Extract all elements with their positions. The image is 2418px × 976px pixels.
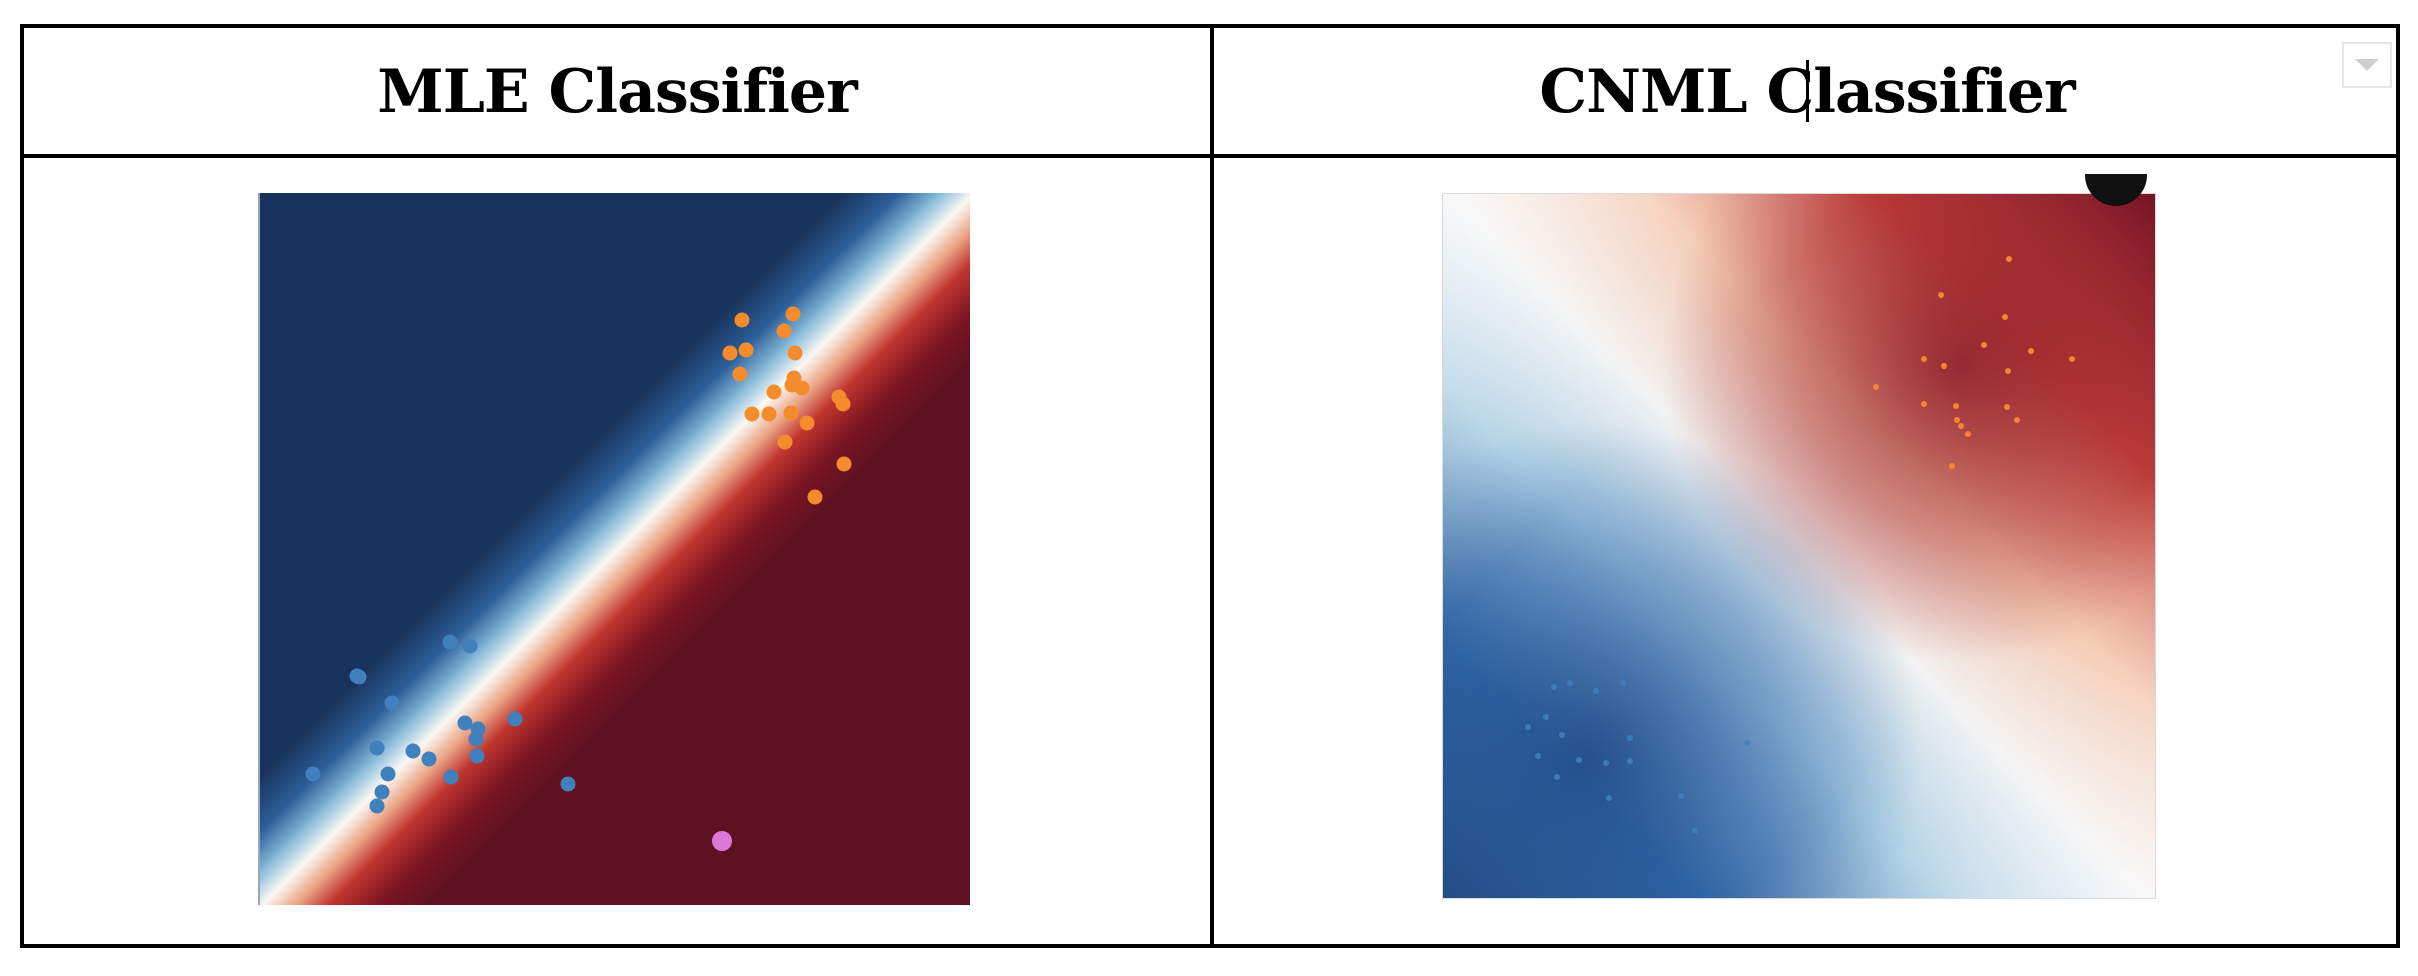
mle-class-0-point xyxy=(443,769,459,785)
cnml-class-1-point xyxy=(2028,348,2034,354)
cnml-class-0-point xyxy=(1543,714,1549,720)
mle-class-0-point xyxy=(305,766,321,782)
header-cell-mle[interactable]: MLE Classifier xyxy=(24,30,1210,154)
cnml-class-0-point xyxy=(1559,732,1565,738)
mle-class-1-point xyxy=(734,312,750,328)
mle-class-0-point xyxy=(369,798,385,814)
table-header-divider xyxy=(20,154,2400,158)
cnml-class-1-points xyxy=(1873,256,2075,469)
cnml-class-1-point xyxy=(1873,384,1879,390)
cnml-class-1-point xyxy=(1965,431,1971,437)
cnml-class-1-point xyxy=(1954,417,1960,423)
mle-class-0-point xyxy=(462,638,478,654)
mle-decision-surface xyxy=(258,193,970,905)
mle-class-0-point xyxy=(468,731,484,747)
cnml-class-1-point xyxy=(1949,463,1955,469)
cnml-class-0-point xyxy=(1603,760,1609,766)
cnml-class-1-point xyxy=(2006,256,2012,262)
mle-class-1-point xyxy=(761,406,777,422)
cnml-classifier-plot xyxy=(1442,193,2156,899)
cnml-class-0-point xyxy=(1567,680,1573,686)
mle-class-0-point xyxy=(405,743,421,759)
mle-class-1-point xyxy=(785,306,801,322)
mle-class-1-points xyxy=(722,306,852,505)
mle-class-1-point xyxy=(777,434,793,450)
mle-class-1-point xyxy=(766,384,782,400)
mle-class-0-point xyxy=(369,740,385,756)
mle-class-0-point xyxy=(380,766,396,782)
mle-classifier-plot xyxy=(258,193,970,905)
cnml-class-0-point xyxy=(1535,753,1541,759)
mle-class-1-point xyxy=(776,323,792,339)
cnml-class-0-point xyxy=(1627,758,1633,764)
cnml-class-1-point xyxy=(1921,401,1927,407)
mle-class-1-point xyxy=(836,456,852,472)
table-column-divider xyxy=(1210,24,1214,948)
cnml-uncertainty-band xyxy=(1442,193,2156,899)
cnml-class-1-point xyxy=(2069,356,2075,362)
cnml-class-1-point xyxy=(2004,404,2010,410)
cnml-class-0-point xyxy=(1744,740,1750,746)
cnml-class-0-point xyxy=(1593,688,1599,694)
cnml-class-1-point xyxy=(2005,368,2011,374)
cnml-class-0-point xyxy=(1678,793,1684,799)
mle-class-1-point xyxy=(722,345,738,361)
mle-class-0-point xyxy=(421,751,437,767)
mle-plot-svg xyxy=(258,193,970,905)
mle-class-0-point xyxy=(469,748,485,764)
table-border-left xyxy=(20,24,24,948)
cnml-class-0-point xyxy=(1692,828,1698,834)
mle-class-1-point xyxy=(787,345,803,361)
cnml-class-1-point xyxy=(1953,403,1959,409)
mle-class-1-point xyxy=(783,405,799,421)
cnml-class-1-point xyxy=(1938,292,1944,298)
cnml-class-0-point xyxy=(1576,757,1582,763)
cnml-class-0-point xyxy=(1606,795,1612,801)
mle-class-1-point xyxy=(794,380,810,396)
cnml-class-1-point xyxy=(2002,314,2008,320)
cnml-class-0-point xyxy=(1554,774,1560,780)
mle-class-1-point xyxy=(738,342,754,358)
mle-class-0-point xyxy=(374,784,390,800)
column-menu-button[interactable] xyxy=(2342,42,2392,88)
mle-class-1-point xyxy=(835,396,851,412)
mle-class-1-point xyxy=(807,489,823,505)
cnml-class-0-points xyxy=(1525,680,1750,834)
header-mle-classifier: MLE Classifier xyxy=(377,57,857,127)
cnml-class-0-point xyxy=(1551,684,1557,690)
cnml-class-1-point xyxy=(1921,356,1927,362)
mle-class-0-points xyxy=(305,634,576,814)
cnml-plot-svg xyxy=(1442,193,2156,899)
mle-class-0-point xyxy=(560,776,576,792)
chevron-down-icon xyxy=(2355,59,2379,71)
mle-class-0-point xyxy=(384,695,400,711)
mle-class-0-point xyxy=(457,715,473,731)
cnml-class-0-point xyxy=(1525,724,1531,730)
mle-class-1-point xyxy=(744,406,760,422)
cnml-class-1-point xyxy=(1981,342,1987,348)
mle-test-point xyxy=(712,831,732,851)
cnml-class-1-point xyxy=(1941,363,1947,369)
mle-class-0-point xyxy=(442,634,458,650)
text-cursor xyxy=(1806,60,1809,122)
cnml-class-0-point xyxy=(1627,735,1633,741)
mle-class-1-point xyxy=(732,366,748,382)
mle-class-0-point xyxy=(507,711,523,727)
cnml-class-1-point xyxy=(2014,417,2020,423)
cnml-class-0-point xyxy=(1620,680,1626,686)
comparison-table xyxy=(20,24,2400,948)
mle-class-1-point xyxy=(799,415,815,431)
cnml-class-1-point xyxy=(1958,423,1964,429)
table-border-right xyxy=(2396,24,2400,948)
mle-class-0-point xyxy=(351,669,367,685)
